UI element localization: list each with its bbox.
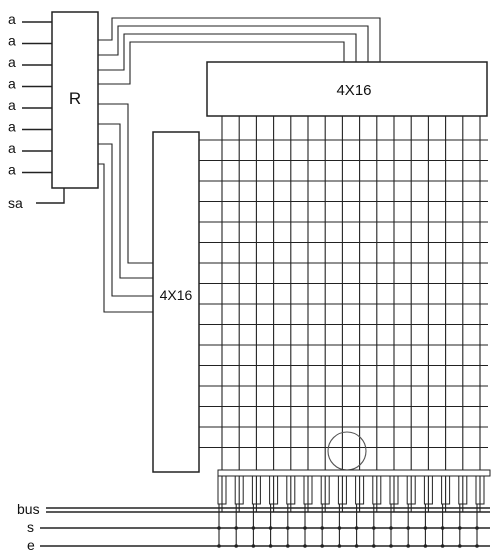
e-junction-dot (217, 544, 221, 548)
column-address-wire (98, 33, 357, 71)
e-junction-dot (251, 544, 256, 548)
e-junction-dot (372, 544, 376, 548)
select-line (36, 188, 65, 204)
register-input-label: a (8, 140, 16, 156)
row-address-wire (98, 123, 153, 279)
s-label: s (27, 519, 34, 535)
s-junction-dot (423, 526, 428, 530)
row-decoder: 4X16 (152, 131, 200, 473)
s-junction-dot (303, 526, 307, 530)
s-junction-dot (475, 526, 479, 530)
e-junction-dot (337, 544, 342, 548)
e-junction-dot (320, 544, 325, 548)
column-decoder: 4X16 (206, 61, 488, 117)
s-junction-dot (234, 526, 238, 530)
register-input-label: a (8, 97, 16, 113)
e-junction-dot (354, 544, 359, 548)
bus-circuitry (40, 469, 491, 548)
register-input-label: a (8, 11, 16, 27)
column-decoder-box (206, 61, 488, 117)
e-junction-dot (268, 544, 273, 548)
row-decoder-label: 4X16 (160, 287, 193, 303)
e-junction-dot (406, 544, 411, 548)
column-decoder-label: 4X16 (336, 82, 371, 99)
register-output-wires (98, 17, 381, 313)
register-input-label: a (8, 76, 16, 92)
s-junction-dot (268, 526, 273, 530)
register-input-label: a (8, 162, 16, 178)
e-label: e (27, 537, 35, 553)
e-junction-dot (303, 544, 307, 548)
row-decoder-box (152, 131, 200, 473)
row-address-wire (98, 143, 153, 297)
bus-top-rail (217, 469, 491, 477)
register-input-label: a (8, 33, 16, 49)
bus-label: bus (17, 501, 40, 517)
column-address-wire (98, 25, 369, 62)
column-address-wire (98, 41, 345, 85)
s-junction-dot (440, 526, 445, 530)
register-input-label: a (8, 119, 16, 135)
s-junction-dot (389, 526, 393, 530)
row-address-wire (98, 103, 153, 264)
register-label: R (69, 89, 81, 108)
row-address-wire (98, 163, 153, 313)
e-junction-dot (458, 544, 462, 548)
s-junction-dot (217, 526, 221, 530)
s-junction-dot (337, 526, 342, 530)
e-junction-dot (234, 544, 238, 548)
s-junction-dot (406, 526, 411, 530)
s-junction-dot (354, 526, 359, 530)
s-junction-dot (372, 526, 376, 530)
memory-array-grid (199, 116, 488, 470)
s-junction-dot (251, 526, 256, 530)
e-junction-dot (423, 544, 428, 548)
s-junction-dot (286, 526, 290, 530)
e-junction-dot (286, 544, 290, 548)
register-box (51, 11, 99, 189)
register-input-label: a (8, 54, 16, 70)
select-label: sa (8, 195, 23, 211)
e-junction-dot (440, 544, 445, 548)
s-junction-dot (320, 526, 325, 530)
e-junction-dot (389, 544, 393, 548)
s-junction-dot (458, 526, 462, 530)
e-junction-dot (475, 544, 479, 548)
highlighted-cell-circle (327, 431, 367, 471)
column-address-wire (98, 17, 381, 62)
